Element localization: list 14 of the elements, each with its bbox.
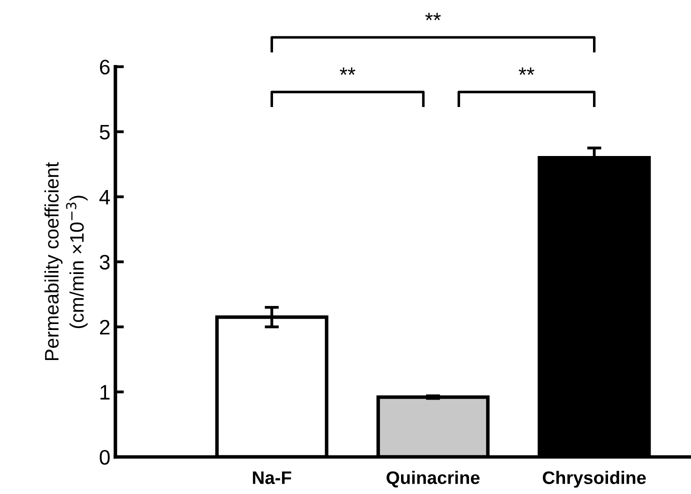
y-tick-label: 0 xyxy=(100,450,110,465)
annotation: ** xyxy=(340,68,356,75)
y-tick-label: 2 xyxy=(100,320,110,334)
y-tick-label: 6 xyxy=(100,60,110,74)
y-tick-label: 5 xyxy=(100,124,110,140)
text: ** xyxy=(425,12,441,20)
annotation: ** xyxy=(518,68,534,75)
x-tick-label: Na-F xyxy=(252,472,292,484)
y-tick-label: 4 xyxy=(99,190,110,204)
y-tick-label: 1 xyxy=(100,385,110,400)
x-tick-label: Quinacrine xyxy=(386,470,480,488)
y-tick-label: 3 xyxy=(100,254,110,270)
y-axis-title: Permeability coefficient (cm/min ×10$^{−3}$) xyxy=(44,162,88,360)
x-tick-label: Chrysoidine xyxy=(542,470,646,488)
